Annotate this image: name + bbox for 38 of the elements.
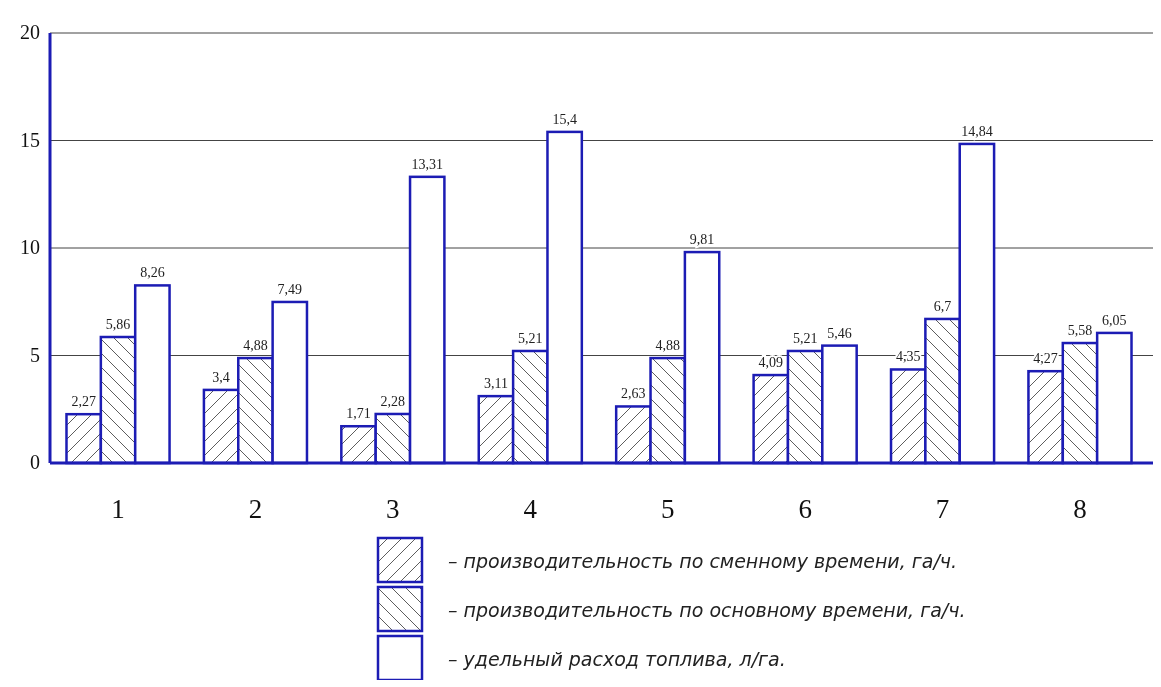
data-label: 5,21 bbox=[518, 330, 543, 346]
data-label: 6,05 bbox=[1102, 312, 1127, 328]
data-label: 5,46 bbox=[827, 325, 852, 341]
data-label: 2,63 bbox=[621, 386, 646, 402]
data-label: 15,4 bbox=[552, 111, 577, 127]
x-tick-label: 2 bbox=[248, 494, 263, 524]
y-tick-label: 5 bbox=[30, 343, 40, 366]
data-label: 2,28 bbox=[380, 393, 406, 409]
y-tick-label: 10 bbox=[20, 236, 40, 258]
data-label: 2,27 bbox=[71, 394, 96, 410]
legend-label: – производительность по сменному времени, га/ч. bbox=[448, 550, 958, 572]
legend-label: – удельный расход топлива, л/га. bbox=[448, 648, 786, 670]
data-label: 4,88 bbox=[655, 338, 680, 354]
legend-label: – производительность по основному времени, га/ч. bbox=[448, 599, 966, 621]
y-tick-label: 15 bbox=[20, 128, 40, 151]
data-label: 7,49 bbox=[277, 281, 303, 297]
y-tick-label: 0 bbox=[30, 451, 40, 473]
x-tick-label: 5 bbox=[660, 494, 675, 524]
data-label: 4,88 bbox=[243, 338, 268, 354]
x-tick-label: 7 bbox=[935, 494, 950, 524]
data-label: 9,81 bbox=[689, 232, 715, 248]
data-label: 13,31 bbox=[411, 156, 443, 172]
data-label: 3,11 bbox=[483, 376, 508, 392]
x-tick-label: 4 bbox=[523, 494, 538, 524]
data-label: 6,7 bbox=[933, 298, 952, 314]
y-tick-label: 20 bbox=[20, 21, 40, 43]
data-label: 5,86 bbox=[105, 317, 131, 333]
data-label: 8,26 bbox=[140, 265, 165, 281]
x-tick-label: 6 bbox=[798, 494, 812, 524]
data-label: 5,21 bbox=[792, 330, 818, 346]
data-label: 14,84 bbox=[961, 123, 993, 139]
data-label: 3,4 bbox=[212, 369, 230, 385]
data-label: 5,58 bbox=[1067, 323, 1093, 339]
data-label: 1,71 bbox=[346, 406, 371, 422]
data-label: 4,09 bbox=[758, 355, 784, 371]
x-tick-label: 3 bbox=[386, 494, 400, 524]
x-tick-label: 8 bbox=[1073, 494, 1087, 524]
x-tick-label: 1 bbox=[111, 494, 125, 524]
